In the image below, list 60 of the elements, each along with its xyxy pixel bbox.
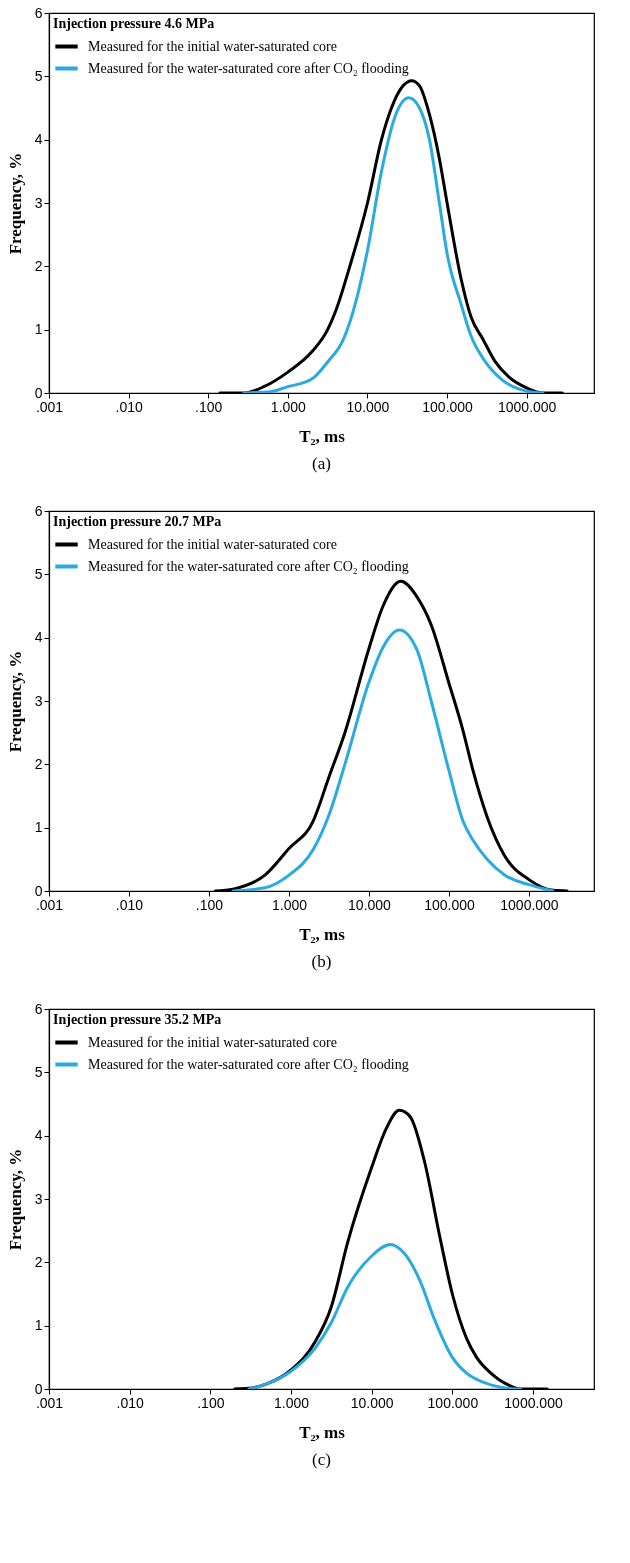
y-tick-label: 6 — [34, 1000, 43, 1017]
text: (c) — [312, 1450, 331, 1469]
x-tick-label: 1000.000 — [500, 896, 559, 913]
y-tick-label: 2 — [34, 1253, 43, 1270]
x-tick-label: .001 — [35, 896, 64, 913]
x-tick-label: 10.000 — [350, 1394, 394, 1411]
y-tick-label: 6 — [34, 4, 43, 21]
y-tick-label: 0 — [34, 1380, 43, 1397]
legend-label: Measured for the initial water-saturated core — [88, 1034, 337, 1050]
y-tick-label: 5 — [34, 565, 43, 582]
x-tick-label: .100 — [195, 896, 224, 913]
y-tick-label: 2 — [34, 755, 43, 772]
legend-label: Measured for the water-saturated core after CO₂ flooding — [88, 60, 409, 76]
y-tick-label: 5 — [34, 1063, 43, 1080]
y-tick-label: 2 — [34, 257, 43, 274]
y-axis-title: Frequency, % — [5, 152, 25, 255]
x-tick-label: .100 — [195, 398, 223, 415]
y-tick-label: 3 — [34, 194, 43, 211]
y-tick-label: 3 — [34, 1190, 43, 1207]
legend-label: Measured for the initial water-saturated core — [88, 38, 337, 54]
y-tick-label: 4 — [34, 629, 43, 646]
y-tick-label: 3 — [34, 692, 43, 709]
x-axis-title: T₂, ms — [299, 426, 346, 446]
x-tick-label: 1.000 — [270, 398, 307, 415]
x-tick-label: .010 — [115, 896, 144, 913]
x-tick-label: 1.000 — [271, 896, 308, 913]
y-tick-label: 4 — [34, 1127, 43, 1144]
legend-title: Injection pressure 35.2 MPa — [53, 1012, 222, 1027]
x-tick-label: 100.000 — [422, 398, 474, 415]
x-tick-label: 1000.000 — [498, 398, 557, 415]
x-tick-label: .010 — [116, 1394, 145, 1411]
legend-label: Measured for the initial water-saturated core — [88, 536, 337, 552]
legend-title: Injection pressure 4.6 MPa — [53, 16, 215, 31]
x-axis-title: T₂, ms — [299, 924, 346, 944]
y-tick-label: 6 — [34, 502, 43, 519]
y-tick-label: 1 — [34, 321, 43, 338]
x-tick-label: 100.000 — [424, 896, 475, 913]
x-tick-label: 100.000 — [427, 1394, 479, 1411]
y-tick-label: 0 — [34, 882, 43, 899]
y-tick-label: 0 — [34, 384, 43, 401]
y-tick-label: 1 — [34, 1317, 43, 1334]
text: (b) — [311, 952, 332, 971]
x-tick-label: 1.000 — [273, 1394, 310, 1411]
y-tick-label: 1 — [34, 819, 43, 836]
x-tick-label: .001 — [35, 398, 64, 415]
y-tick-label: 4 — [34, 131, 43, 148]
y-axis-title: Frequency, % — [5, 1148, 25, 1251]
legend-label: Measured for the water-saturated core after CO₂ flooding — [88, 1056, 409, 1072]
y-tick-label: 5 — [34, 67, 43, 84]
legend-label: Measured for the water-saturated core after CO₂ flooding — [88, 558, 409, 574]
x-axis-title: T₂, ms — [299, 1422, 346, 1442]
x-tick-label: .001 — [35, 1394, 64, 1411]
legend-title: Injection pressure 20.7 MPa — [53, 514, 222, 529]
text: (a) — [312, 454, 331, 473]
x-tick-label: 1000.000 — [504, 1394, 563, 1411]
x-tick-label: 10.000 — [346, 398, 390, 415]
x-tick-label: .100 — [197, 1394, 225, 1411]
y-axis-title: Frequency, % — [5, 650, 25, 753]
x-tick-label: 10.000 — [348, 896, 392, 913]
x-tick-label: .010 — [115, 398, 143, 415]
